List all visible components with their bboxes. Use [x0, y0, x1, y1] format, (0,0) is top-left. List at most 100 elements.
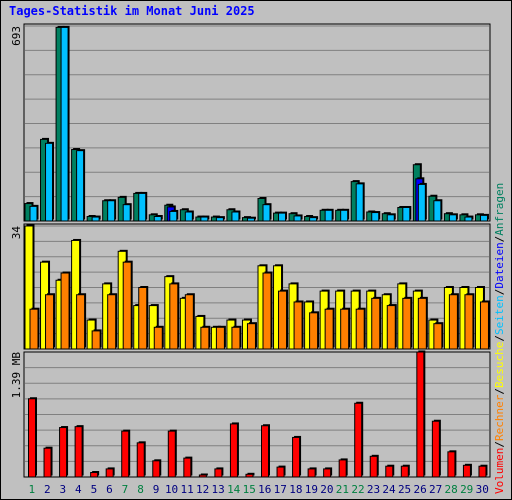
x-tick-label-day-24: 24	[382, 483, 396, 496]
bar-volumen-day-15	[245, 473, 254, 478]
bar-rechner-day-28	[448, 294, 458, 350]
legend-separator: /	[493, 289, 506, 296]
bar-volumen-day-25	[400, 465, 409, 478]
bar-seiten-day-30	[479, 214, 488, 222]
bar-seiten-day-8	[138, 192, 147, 222]
bar-rechner-day-11	[184, 294, 194, 350]
bar-volumen-day-21	[338, 459, 347, 478]
bar-rechner-day-8	[138, 287, 148, 350]
bar-volumen-day-3	[59, 427, 68, 478]
x-tick-label-day-19: 19	[305, 483, 318, 496]
bar-volumen-day-10	[167, 430, 176, 478]
x-tick-label-day-20: 20	[320, 483, 333, 496]
x-tick-label-day-9: 9	[153, 483, 160, 496]
bar-seiten-day-20	[324, 209, 333, 222]
bar-seiten-day-21	[340, 209, 349, 222]
legend-item-anfragen: Anfragen	[493, 183, 506, 236]
x-tick-label-day-10: 10	[165, 483, 178, 496]
legend-item-dateien: Dateien	[493, 242, 506, 288]
bar-seiten-day-1	[29, 205, 38, 222]
bar-rechner-day-4	[76, 294, 86, 350]
bar-rechner-day-24	[386, 305, 396, 350]
bar-seiten-day-13	[215, 217, 224, 222]
bar-seiten-day-26	[417, 183, 426, 222]
legend-item-rechner: Rechner	[493, 394, 506, 441]
legend-separator: /	[493, 388, 506, 395]
bar-volumen-day-6	[105, 468, 114, 478]
bar-seiten-day-17	[278, 212, 287, 222]
bar-volumen-day-7	[121, 430, 130, 478]
bar-seiten-day-25	[402, 206, 411, 222]
legend-item-seiten: Seiten	[493, 295, 506, 335]
bar-seiten-day-11	[184, 211, 193, 222]
bar-rechner-day-16	[262, 272, 272, 350]
x-tick-label-day-16: 16	[258, 483, 271, 496]
x-tick-label-day-23: 23	[367, 483, 380, 496]
y-axis-max-label-2: 34	[10, 226, 23, 240]
bar-rechner-day-25	[402, 297, 412, 350]
bar-besuche-day-1	[24, 225, 34, 350]
bar-seiten-day-3	[60, 26, 69, 222]
x-tick-label-day-18: 18	[289, 483, 302, 496]
bar-rechner-day-21	[340, 308, 350, 350]
bar-volumen-day-30	[478, 465, 487, 478]
bar-volumen-day-22	[354, 402, 363, 478]
x-tick-label-day-28: 28	[445, 483, 458, 496]
bar-seiten-day-27	[433, 200, 442, 222]
bar-seiten-day-12	[200, 216, 209, 222]
bar-rechner-day-19	[309, 312, 319, 350]
bar-rechner-day-22	[355, 308, 365, 350]
bar-rechner-day-18	[293, 301, 303, 350]
bar-volumen-day-19	[307, 468, 316, 478]
x-tick-label-day-14: 14	[227, 483, 241, 496]
x-tick-label-day-11: 11	[180, 483, 193, 496]
bar-rechner-day-5	[91, 330, 101, 350]
bar-rechner-day-9	[153, 326, 163, 350]
bar-volumen-day-13	[214, 468, 223, 478]
bar-seiten-day-15	[246, 217, 255, 222]
bar-seiten-day-5	[91, 216, 100, 222]
bar-rechner-day-1	[29, 308, 39, 350]
x-tick-label-day-4: 4	[75, 483, 82, 496]
y-axis-max-label-1: 693	[10, 26, 23, 46]
legend-separator: /	[493, 236, 506, 243]
bar-volumen-day-5	[90, 472, 99, 478]
bar-seiten-day-2	[45, 142, 54, 222]
bar-rechner-day-30	[479, 301, 489, 350]
chart-title: Tages-Statistik im Monat Juni 2025	[9, 4, 255, 18]
bar-seiten-day-18	[293, 215, 302, 222]
bar-rechner-day-12	[200, 326, 210, 350]
bar-seiten-day-4	[76, 150, 85, 222]
plot-area-2	[23, 223, 491, 350]
bar-volumen-day-16	[261, 425, 269, 478]
x-tick-label-day-17: 17	[274, 483, 287, 496]
bar-rechner-day-23	[371, 297, 381, 350]
bar-volumen-day-20	[323, 468, 332, 478]
bar-seiten-day-6	[107, 200, 116, 222]
x-tick-label-day-22: 22	[351, 483, 364, 496]
bar-volumen-day-14	[229, 423, 238, 478]
x-tick-label-day-21: 21	[336, 483, 349, 496]
bar-rechner-day-2	[45, 294, 55, 350]
bar-seiten-day-7	[122, 204, 131, 222]
x-tick-label-day-7: 7	[122, 483, 129, 496]
bar-seiten-day-16	[262, 204, 271, 222]
bar-volumen-day-27	[431, 420, 440, 478]
bar-seiten-day-24	[386, 214, 395, 222]
bar-rechner-day-26	[417, 297, 427, 350]
x-tick-label-day-29: 29	[460, 483, 473, 496]
bar-seiten-day-29	[464, 216, 473, 222]
x-tick-label-day-25: 25	[398, 483, 411, 496]
bar-volumen-day-4	[74, 426, 83, 478]
bar-rechner-day-15	[246, 323, 256, 350]
plot-area-1	[23, 23, 491, 222]
x-tick-label-day-26: 26	[413, 483, 426, 496]
bar-volumen-day-23	[369, 455, 378, 478]
x-tick-label-day-12: 12	[196, 483, 209, 496]
bar-volumen-day-11	[183, 457, 192, 478]
bar-seiten-day-10	[169, 210, 178, 222]
x-tick-label-day-8: 8	[137, 483, 144, 496]
bar-rechner-day-3	[60, 272, 70, 350]
y-axis-max-label-3: 1.39 MB	[10, 352, 23, 399]
